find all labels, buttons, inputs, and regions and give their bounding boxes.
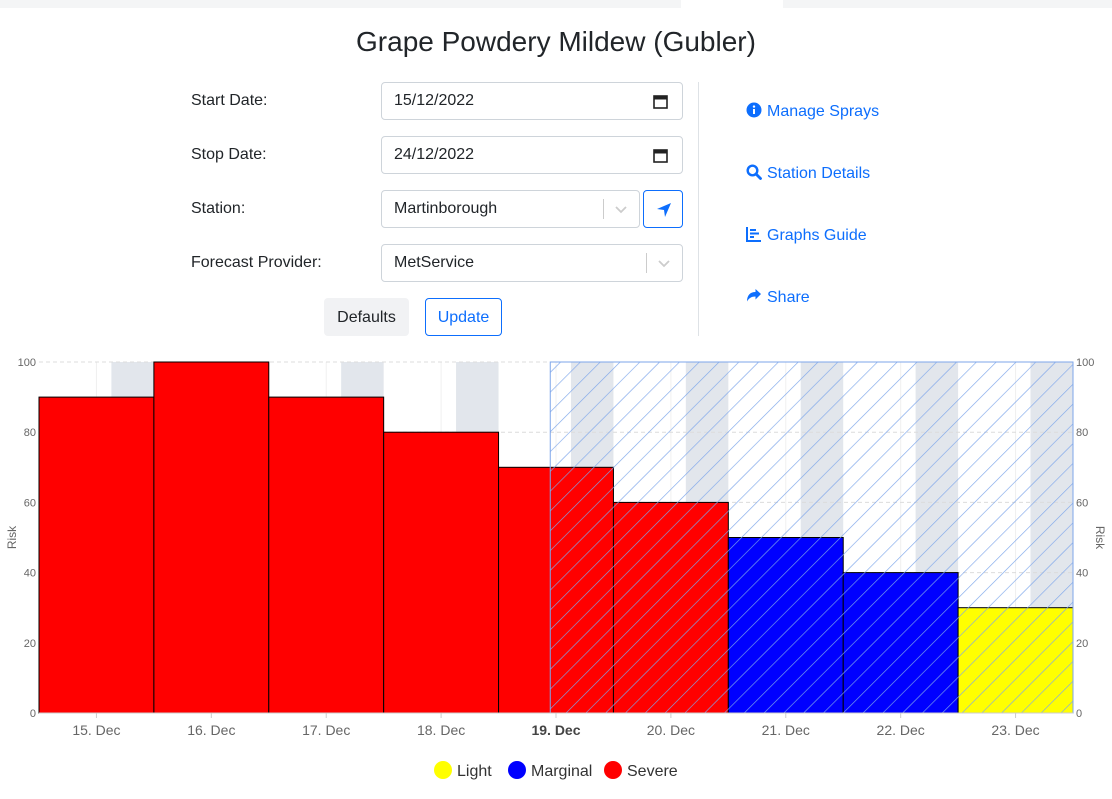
y-tick-label-left: 60 xyxy=(24,497,36,509)
chevron-down-icon[interactable] xyxy=(657,256,671,270)
y-tick-label-left: 20 xyxy=(24,638,36,650)
chevron-down-icon[interactable] xyxy=(614,202,628,216)
bar-chart-icon xyxy=(746,227,761,242)
legend-item-marginal[interactable]: Marginal xyxy=(508,761,592,782)
forecast-region xyxy=(549,361,1074,714)
manage-sprays-link[interactable]: Manage Sprays xyxy=(746,102,879,122)
bar-18-dec xyxy=(383,431,500,714)
legend-label: Severe xyxy=(627,763,678,780)
station-value: Martinborough xyxy=(394,200,498,217)
x-tick-label: 21. Dec xyxy=(762,722,810,738)
y-tick-label-right: 40 xyxy=(1076,568,1088,580)
risk-chart: 15. Dec 16. Dec 17. Dec 18. Dec 19. Dec 20. D… xyxy=(5,357,1107,738)
start-date-value: 15/12/2022 xyxy=(394,92,475,109)
station-select[interactable]: Martinborough xyxy=(381,190,640,228)
select-separator xyxy=(603,199,604,219)
forecast-overlay xyxy=(549,361,1074,714)
station-details-link[interactable]: Station Details xyxy=(746,164,870,184)
y-tick-label-right: 100 xyxy=(1076,357,1094,369)
share-label: Share xyxy=(767,289,810,306)
graphs-guide-link[interactable]: Graphs Guide xyxy=(746,226,867,246)
locate-station-button[interactable] xyxy=(643,190,683,228)
forecast-provider-select[interactable]: MetService xyxy=(381,244,683,282)
x-tick-label: 18. Dec xyxy=(417,722,465,738)
legend-dot xyxy=(508,761,526,779)
top-tab xyxy=(681,0,783,8)
y2-axis-label: Risk xyxy=(1093,526,1107,550)
info-icon xyxy=(746,102,762,118)
x-tick-label: 15. Dec xyxy=(72,722,120,738)
page-title: Grape Powdery Mildew (Gubler) xyxy=(356,26,756,57)
share-link[interactable]: Share xyxy=(746,288,810,308)
bar-16-dec xyxy=(153,361,270,714)
calendar-icon[interactable] xyxy=(653,94,668,109)
share-icon xyxy=(747,289,761,302)
stop-date-input[interactable]: 24/12/2022 xyxy=(381,136,683,174)
station-details-label: Station Details xyxy=(767,165,871,182)
y-tick-label-right: 80 xyxy=(1076,427,1088,439)
y-tick-label-left: 0 xyxy=(30,708,36,720)
x-tick-label: 20. Dec xyxy=(647,722,695,738)
search-icon xyxy=(746,164,762,180)
x-tick-label: 17. Dec xyxy=(302,722,350,738)
station-label: Station: xyxy=(191,200,246,217)
forecast-provider-label: Forecast Provider: xyxy=(191,254,322,271)
y-tick-label-right: 60 xyxy=(1076,497,1088,509)
y-tick-label-left: 80 xyxy=(24,427,36,439)
update-button[interactable]: Update xyxy=(425,298,502,336)
start-date-label: Start Date: xyxy=(191,92,268,109)
legend-label: Marginal xyxy=(531,763,593,780)
location-arrow-icon xyxy=(657,203,671,217)
bar-17-dec xyxy=(268,396,385,714)
bar-15-dec xyxy=(38,396,155,714)
x-tick-label: 19. Dec xyxy=(531,722,580,738)
vertical-divider xyxy=(698,82,699,336)
x-tick-label: 22. Dec xyxy=(877,722,925,738)
y-tick-label-left: 40 xyxy=(24,568,36,580)
y-axis-label: Risk xyxy=(5,525,19,549)
legend-dot xyxy=(604,761,622,779)
legend-item-severe[interactable]: Severe xyxy=(604,761,678,782)
defaults-button[interactable]: Defaults xyxy=(324,298,409,336)
y-tick-label-right: 20 xyxy=(1076,638,1088,650)
legend-label: Light xyxy=(457,763,492,780)
x-tick-label: 16. Dec xyxy=(187,722,235,738)
forecast-provider-value: MetService xyxy=(394,254,475,271)
x-tick-label: 23. Dec xyxy=(991,722,1039,738)
calendar-icon[interactable] xyxy=(653,148,668,163)
top-bar xyxy=(0,0,1112,8)
graphs-guide-label: Graphs Guide xyxy=(767,227,867,244)
stop-date-label: Stop Date: xyxy=(191,146,267,163)
legend-item-light[interactable]: Light xyxy=(434,761,492,782)
axes: 15. Dec 16. Dec 17. Dec 18. Dec 19. Dec 20. D… xyxy=(5,357,1107,738)
legend-dot xyxy=(434,761,452,779)
manage-sprays-label: Manage Sprays xyxy=(767,103,880,120)
stop-date-value: 24/12/2022 xyxy=(394,146,475,163)
select-separator xyxy=(646,253,647,273)
y-tick-label-left: 100 xyxy=(18,357,36,369)
start-date-input[interactable]: 15/12/2022 xyxy=(381,82,683,120)
y-tick-label-right: 0 xyxy=(1076,708,1082,720)
